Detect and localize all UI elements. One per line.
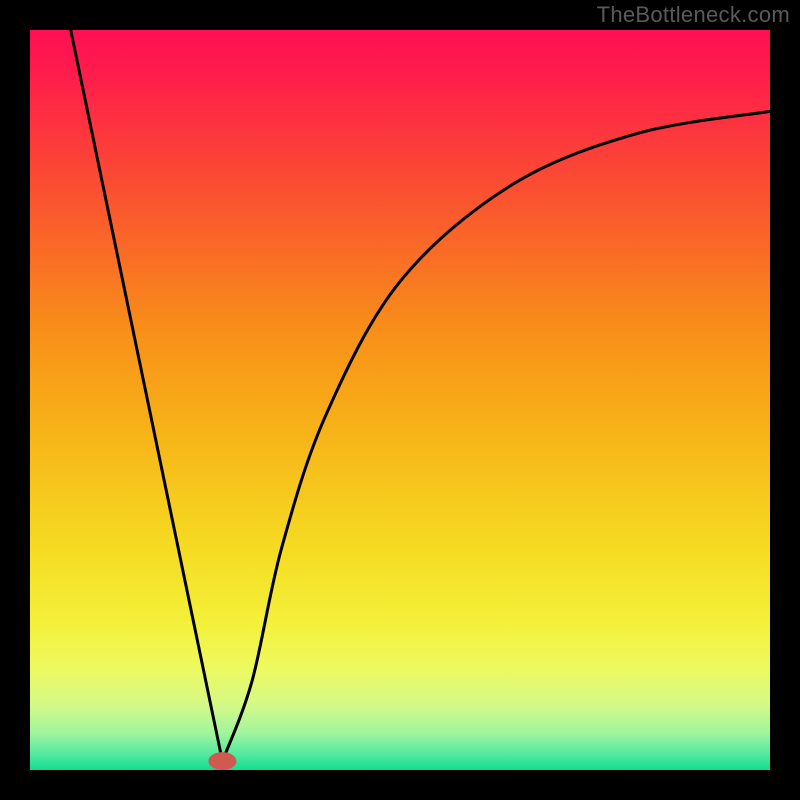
plot-area — [30, 30, 770, 770]
chart-svg — [30, 30, 770, 770]
watermark-text: TheBottleneck.com — [597, 2, 790, 28]
min-point-marker — [208, 752, 236, 770]
chart-background — [30, 30, 770, 770]
chart-root: TheBottleneck.com — [0, 0, 800, 800]
